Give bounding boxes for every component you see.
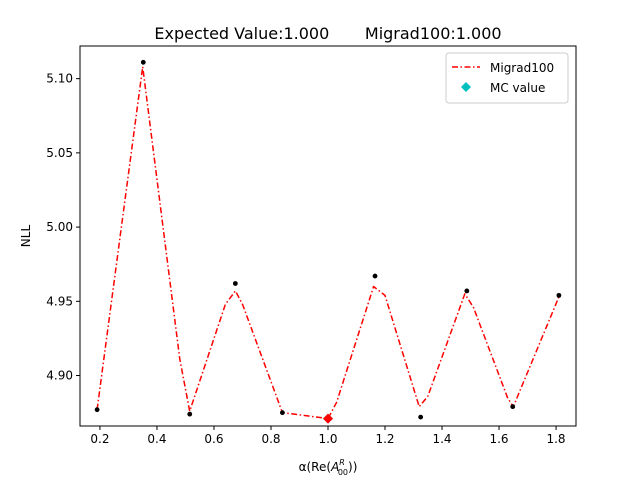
x-tick-label: 1.0: [318, 432, 337, 446]
legend-frame: [445, 52, 569, 104]
series-line-migrad100: [96, 66, 560, 420]
x-tick-label: 1.4: [432, 432, 451, 446]
x-axis-label-suffix: )): [348, 460, 357, 474]
x-axis-label: α(Re(AR 00)): [299, 458, 358, 477]
x-tick-label: 1.6: [489, 432, 508, 446]
scan-point: [372, 273, 378, 279]
scan-point: [464, 288, 470, 294]
scan-point: [556, 292, 562, 298]
x-tick-label: 1.8: [546, 432, 565, 446]
y-axis-label: NLL: [19, 225, 33, 248]
fit-result-marker: [323, 413, 333, 424]
scan-point: [187, 411, 193, 417]
x-tick-label: 0.8: [261, 432, 280, 446]
x-axis-label-prefix: α(Re(: [299, 460, 331, 474]
x-axis-label-symbol: A: [330, 460, 339, 474]
y-tick-label: 5.05: [46, 146, 73, 160]
scan-point: [140, 59, 146, 65]
scan-point: [94, 407, 100, 413]
legend-label-migrad100: Migrad100: [490, 61, 554, 75]
x-tick-label: 1.2: [375, 432, 394, 446]
y-tick-label: 4.90: [46, 369, 73, 383]
legend: Migrad100 MC value: [445, 52, 569, 104]
y-tick-label: 5.00: [46, 220, 73, 234]
legend-diamond-swatch: [461, 82, 471, 92]
y-tick-label: 4.95: [46, 294, 73, 308]
x-tick-label: 0.4: [147, 432, 166, 446]
y-tick-label: 5.10: [46, 72, 73, 86]
legend-label-mc-value: MC value: [490, 81, 545, 95]
chart-title: Expected Value:1.000 Migrad100:1.000: [154, 24, 501, 43]
scan-point: [232, 281, 238, 286]
x-axis-label-superscript: R: [339, 458, 345, 467]
x-tick-label: 0.2: [90, 432, 109, 446]
scan-point: [510, 404, 516, 410]
x-tick-label: 0.6: [204, 432, 223, 446]
x-axis-label-subscript: 00: [338, 468, 348, 477]
scan-point: [418, 414, 424, 420]
scan-point: [279, 410, 285, 416]
